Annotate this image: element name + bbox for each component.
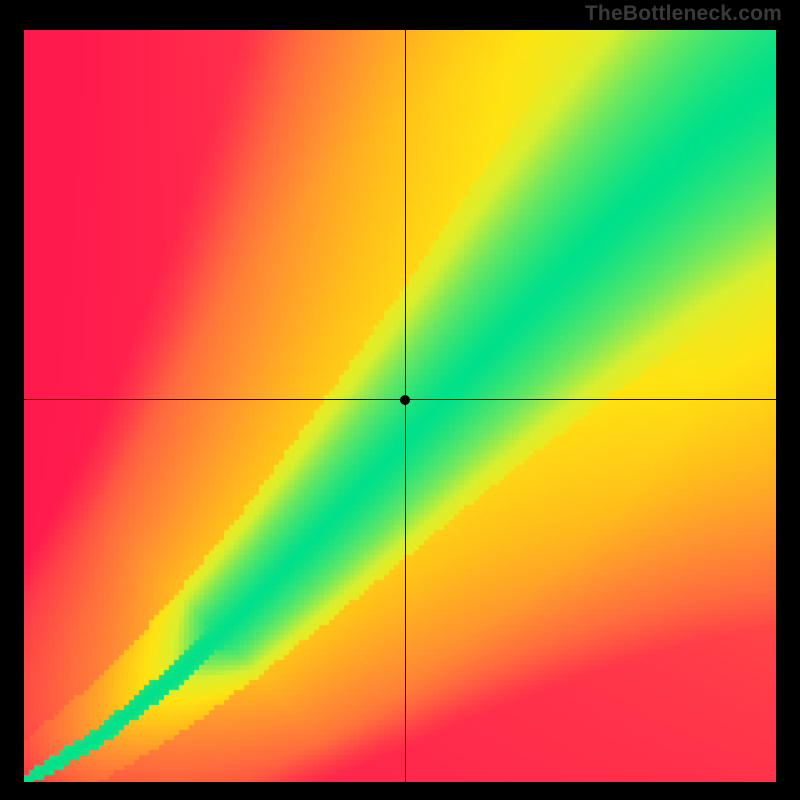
bottleneck-heatmap	[24, 30, 776, 782]
watermark-text: TheBottleneck.com	[585, 2, 782, 26]
bottleneck-heatmap-frame	[24, 30, 776, 782]
page-root: TheBottleneck.com	[0, 0, 800, 800]
